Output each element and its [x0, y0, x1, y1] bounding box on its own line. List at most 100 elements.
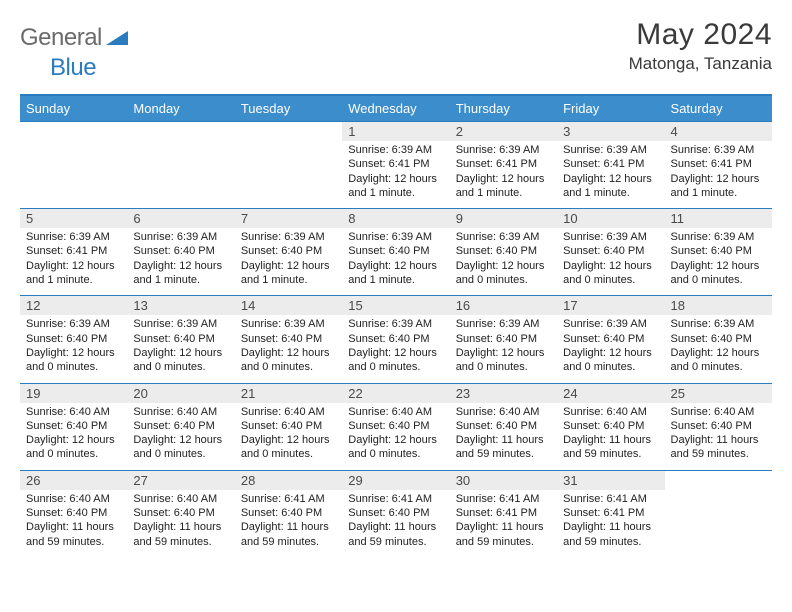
day-dl1: Daylight: 12 hours: [563, 259, 658, 273]
day-dl2: and 59 minutes.: [133, 535, 228, 549]
day-ss: Sunset: 6:40 PM: [26, 506, 121, 520]
day-cell: 18Sunrise: 6:39 AMSunset: 6:40 PMDayligh…: [665, 296, 772, 383]
day-dl2: and 1 minute.: [563, 186, 658, 200]
day-ss: Sunset: 6:40 PM: [456, 332, 551, 346]
day-ss: Sunset: 6:40 PM: [563, 332, 658, 346]
day-sr: Sunrise: 6:39 AM: [671, 317, 766, 331]
day-number: 26: [20, 471, 127, 490]
day-ss: Sunset: 6:40 PM: [241, 244, 336, 258]
day-dl2: and 1 minute.: [671, 186, 766, 200]
day-dl2: and 0 minutes.: [671, 360, 766, 374]
day-dl2: and 1 minute.: [348, 186, 443, 200]
day-sr: Sunrise: 6:39 AM: [133, 317, 228, 331]
day-number: 24: [557, 384, 664, 403]
day-body: Sunrise: 6:39 AMSunset: 6:40 PMDaylight:…: [665, 228, 772, 295]
day-sr: Sunrise: 6:40 AM: [26, 492, 121, 506]
day-sr: Sunrise: 6:39 AM: [671, 230, 766, 244]
day-dl2: and 1 minute.: [348, 273, 443, 287]
day-body: Sunrise: 6:39 AMSunset: 6:41 PMDaylight:…: [665, 141, 772, 208]
day-dl1: Daylight: 12 hours: [348, 433, 443, 447]
calendar-week-row: 12Sunrise: 6:39 AMSunset: 6:40 PMDayligh…: [20, 296, 772, 383]
day-body: Sunrise: 6:39 AMSunset: 6:40 PMDaylight:…: [342, 315, 449, 382]
day-cell: 21Sunrise: 6:40 AMSunset: 6:40 PMDayligh…: [235, 383, 342, 470]
day-dl1: Daylight: 12 hours: [133, 346, 228, 360]
day-dl2: and 1 minute.: [241, 273, 336, 287]
day-cell: [665, 470, 772, 557]
day-sr: Sunrise: 6:39 AM: [671, 143, 766, 157]
day-dl2: and 1 minute.: [456, 186, 551, 200]
day-dl1: Daylight: 12 hours: [348, 259, 443, 273]
day-cell: 28Sunrise: 6:41 AMSunset: 6:40 PMDayligh…: [235, 470, 342, 557]
day-body: Sunrise: 6:39 AMSunset: 6:41 PMDaylight:…: [342, 141, 449, 208]
day-dl2: and 59 minutes.: [671, 447, 766, 461]
logo-text-general: General: [20, 24, 102, 52]
day-ss: Sunset: 6:40 PM: [348, 244, 443, 258]
day-dl1: Daylight: 11 hours: [563, 433, 658, 447]
calendar-week-row: 5Sunrise: 6:39 AMSunset: 6:41 PMDaylight…: [20, 209, 772, 296]
day-dl1: Daylight: 12 hours: [241, 433, 336, 447]
day-cell: 26Sunrise: 6:40 AMSunset: 6:40 PMDayligh…: [20, 470, 127, 557]
day-header: Monday: [127, 95, 234, 122]
day-sr: Sunrise: 6:40 AM: [563, 405, 658, 419]
day-number: 18: [665, 296, 772, 315]
month-title: May 2024: [629, 18, 772, 52]
day-ss: Sunset: 6:40 PM: [456, 244, 551, 258]
day-ss: Sunset: 6:40 PM: [348, 506, 443, 520]
day-ss: Sunset: 6:40 PM: [348, 332, 443, 346]
day-ss: Sunset: 6:40 PM: [671, 332, 766, 346]
day-dl1: Daylight: 12 hours: [133, 259, 228, 273]
calendar-week-row: 19Sunrise: 6:40 AMSunset: 6:40 PMDayligh…: [20, 383, 772, 470]
day-number: 8: [342, 209, 449, 228]
day-dl2: and 0 minutes.: [456, 273, 551, 287]
day-dl2: and 0 minutes.: [456, 360, 551, 374]
day-cell: 10Sunrise: 6:39 AMSunset: 6:40 PMDayligh…: [557, 209, 664, 296]
day-body: Sunrise: 6:39 AMSunset: 6:40 PMDaylight:…: [235, 228, 342, 295]
day-sr: Sunrise: 6:40 AM: [241, 405, 336, 419]
day-number: 23: [450, 384, 557, 403]
day-number: 6: [127, 209, 234, 228]
day-cell: 14Sunrise: 6:39 AMSunset: 6:40 PMDayligh…: [235, 296, 342, 383]
day-cell: 3Sunrise: 6:39 AMSunset: 6:41 PMDaylight…: [557, 122, 664, 209]
day-number: 9: [450, 209, 557, 228]
day-number: 30: [450, 471, 557, 490]
day-dl1: Daylight: 12 hours: [456, 346, 551, 360]
day-body: Sunrise: 6:40 AMSunset: 6:40 PMDaylight:…: [20, 403, 127, 470]
day-body: Sunrise: 6:40 AMSunset: 6:40 PMDaylight:…: [665, 403, 772, 470]
day-cell: 11Sunrise: 6:39 AMSunset: 6:40 PMDayligh…: [665, 209, 772, 296]
day-dl1: Daylight: 12 hours: [563, 346, 658, 360]
day-sr: Sunrise: 6:39 AM: [133, 230, 228, 244]
day-cell: 13Sunrise: 6:39 AMSunset: 6:40 PMDayligh…: [127, 296, 234, 383]
day-ss: Sunset: 6:40 PM: [671, 419, 766, 433]
day-number: 25: [665, 384, 772, 403]
day-number: 14: [235, 296, 342, 315]
day-body: Sunrise: 6:41 AMSunset: 6:40 PMDaylight:…: [235, 490, 342, 557]
day-number: 4: [665, 122, 772, 141]
day-dl2: and 0 minutes.: [563, 273, 658, 287]
day-ss: Sunset: 6:41 PM: [348, 157, 443, 171]
day-body: Sunrise: 6:39 AMSunset: 6:40 PMDaylight:…: [665, 315, 772, 382]
day-body: Sunrise: 6:40 AMSunset: 6:40 PMDaylight:…: [235, 403, 342, 470]
day-header: Friday: [557, 95, 664, 122]
day-body: Sunrise: 6:39 AMSunset: 6:40 PMDaylight:…: [450, 228, 557, 295]
day-cell: 17Sunrise: 6:39 AMSunset: 6:40 PMDayligh…: [557, 296, 664, 383]
day-cell: 23Sunrise: 6:40 AMSunset: 6:40 PMDayligh…: [450, 383, 557, 470]
day-cell: 24Sunrise: 6:40 AMSunset: 6:40 PMDayligh…: [557, 383, 664, 470]
day-dl1: Daylight: 12 hours: [671, 346, 766, 360]
day-ss: Sunset: 6:41 PM: [456, 506, 551, 520]
day-ss: Sunset: 6:40 PM: [133, 506, 228, 520]
day-dl2: and 0 minutes.: [348, 360, 443, 374]
day-sr: Sunrise: 6:40 AM: [671, 405, 766, 419]
day-cell: 6Sunrise: 6:39 AMSunset: 6:40 PMDaylight…: [127, 209, 234, 296]
day-sr: Sunrise: 6:39 AM: [563, 317, 658, 331]
day-dl2: and 59 minutes.: [241, 535, 336, 549]
day-sr: Sunrise: 6:39 AM: [26, 317, 121, 331]
day-body: Sunrise: 6:39 AMSunset: 6:40 PMDaylight:…: [342, 228, 449, 295]
day-number: 12: [20, 296, 127, 315]
day-ss: Sunset: 6:41 PM: [563, 506, 658, 520]
day-dl2: and 0 minutes.: [26, 360, 121, 374]
day-dl1: Daylight: 11 hours: [563, 520, 658, 534]
day-cell: 5Sunrise: 6:39 AMSunset: 6:41 PMDaylight…: [20, 209, 127, 296]
day-sr: Sunrise: 6:40 AM: [456, 405, 551, 419]
day-cell: 15Sunrise: 6:39 AMSunset: 6:40 PMDayligh…: [342, 296, 449, 383]
day-dl1: Daylight: 12 hours: [241, 259, 336, 273]
